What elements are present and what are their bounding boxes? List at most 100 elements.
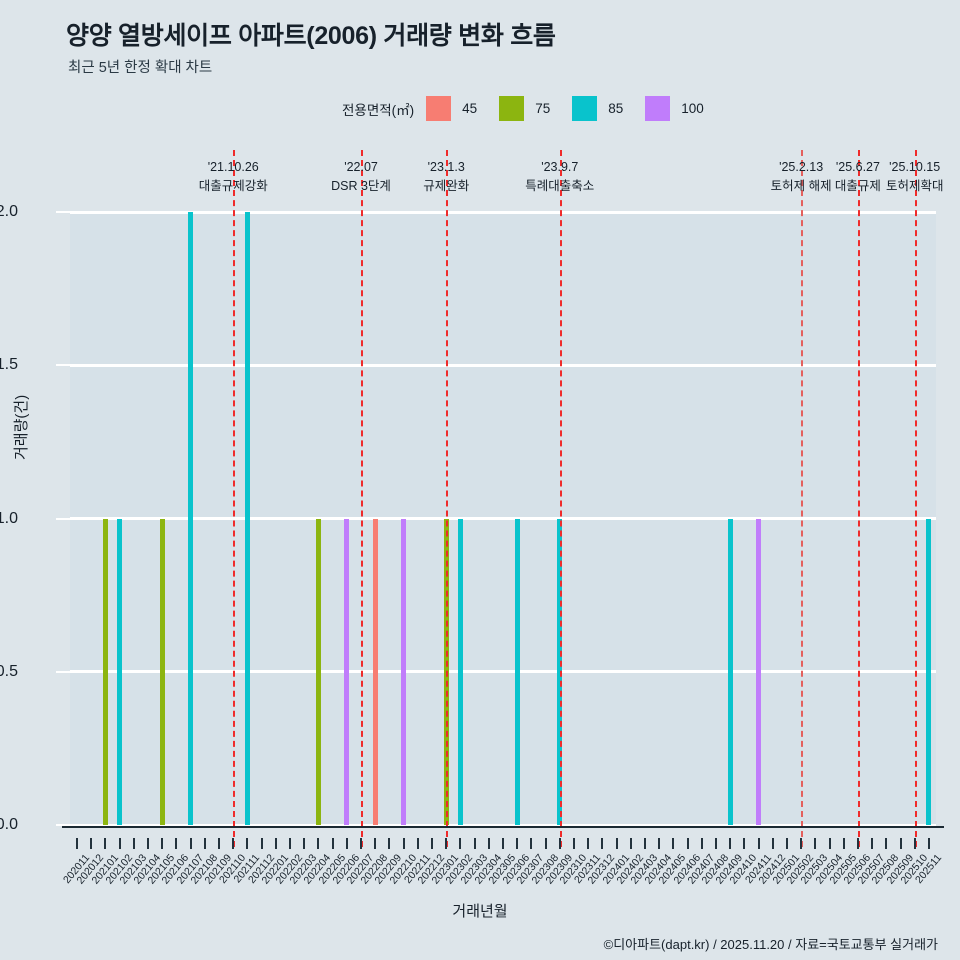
x-tick-mark (431, 838, 434, 849)
chart-legend: 전용면적(㎡) 45 75 85 100 (342, 96, 726, 121)
x-tick-mark (104, 838, 107, 849)
annotation-line (559, 150, 562, 847)
bar[interactable] (756, 518, 762, 825)
x-tick-mark (544, 838, 547, 849)
x-tick-mark (402, 838, 405, 849)
legend-label-45: 45 (462, 101, 478, 116)
annotation-label: '23.1.3 규제완화 (386, 158, 506, 196)
x-tick-mark (189, 838, 192, 849)
annotation-text: DSR 3단계 (331, 179, 391, 193)
y-tick-mark (56, 824, 70, 826)
x-tick-mark (672, 838, 675, 849)
bar[interactable] (159, 518, 165, 825)
x-tick-mark (714, 838, 717, 849)
annotation-date: '23.9.7 (541, 160, 579, 174)
x-tick-mark (445, 838, 448, 849)
footer-credit: ©디아파트(dapt.kr) / 2025.11.20 / 자료=국토교통부 실… (603, 937, 938, 952)
annotation-date: '23.1.3 (427, 160, 465, 174)
x-tick-mark (416, 838, 419, 849)
x-tick-mark (459, 838, 462, 849)
plot-area (56, 150, 936, 847)
annotation-text: 대출규제 (834, 179, 881, 193)
legend-item[interactable]: 45 (426, 96, 493, 121)
annotation-line (857, 150, 860, 847)
gridline (70, 823, 936, 827)
x-tick-mark (927, 838, 930, 849)
x-tick-mark (700, 838, 703, 849)
bar[interactable] (401, 518, 407, 825)
x-tick-mark (289, 838, 292, 849)
annotation-line (914, 150, 917, 847)
legend-item[interactable]: 85 (572, 96, 639, 121)
x-tick-mark (629, 838, 632, 849)
bar[interactable] (188, 212, 194, 825)
bar[interactable] (344, 518, 350, 825)
legend-swatch-75 (499, 96, 525, 121)
annotation-text: 토허제 해제 (770, 179, 832, 193)
y-tick-label: 0.5 (0, 662, 18, 680)
x-tick-mark (530, 838, 533, 849)
x-tick-mark (303, 838, 306, 849)
bar[interactable] (102, 518, 108, 825)
bar[interactable] (926, 518, 932, 825)
x-tick-mark (360, 838, 363, 849)
bar[interactable] (514, 518, 520, 825)
x-tick-mark (345, 838, 348, 849)
annotation-date: '25.2.13 (779, 160, 824, 174)
x-axis-line (62, 826, 944, 828)
x-tick-mark (317, 838, 320, 849)
bar[interactable] (244, 212, 250, 825)
x-axis-title: 거래년월 (452, 903, 508, 920)
annotation-label: '25.10.15 토허제확대 (855, 158, 960, 196)
bar[interactable] (457, 518, 463, 825)
annotation-text: 토허제확대 (885, 179, 944, 193)
x-tick-mark (615, 838, 618, 849)
annotation-text: 규제완화 (423, 179, 470, 193)
x-tick-mark (502, 838, 504, 849)
x-tick-mark (374, 838, 377, 849)
y-tick-mark (56, 211, 70, 213)
annotation-label: '23.9.7 특례대출축소 (500, 158, 620, 196)
x-tick-mark (686, 838, 689, 849)
x-tick-mark (785, 838, 788, 849)
y-axis-title: 거래량(건) (13, 394, 30, 460)
legend-swatch-85 (572, 96, 598, 121)
annotation-label: '25.2.13 토허제 해제 (741, 158, 861, 196)
bar[interactable] (372, 518, 378, 825)
x-tick-mark (161, 838, 164, 849)
annotation-line (361, 150, 364, 847)
x-tick-mark (203, 838, 206, 849)
page-title: 양양 열방세이프 아파트(2006) 거래량 변화 흐름 (66, 22, 556, 50)
x-tick-mark (558, 838, 561, 849)
x-tick-mark (601, 838, 604, 849)
bar[interactable] (117, 518, 123, 825)
x-tick-mark (828, 838, 831, 849)
annotation-date: '25.6.27 (835, 160, 880, 174)
legend-title: 전용면적(㎡) (342, 102, 415, 118)
legend-label-75: 75 (535, 101, 551, 116)
gridline (70, 517, 936, 520)
x-tick-mark (771, 838, 774, 849)
x-tick-mark (913, 838, 916, 849)
x-tick-mark (147, 838, 150, 849)
bar[interactable] (315, 518, 321, 825)
annotation-line (233, 150, 236, 847)
x-tick-mark (587, 838, 590, 849)
x-tick-mark (487, 838, 490, 849)
x-tick-mark (842, 838, 845, 849)
x-tick-mark (473, 838, 476, 849)
bar[interactable] (727, 518, 733, 825)
x-tick-mark (643, 838, 646, 849)
legend-item[interactable]: 75 (499, 96, 566, 121)
x-tick-mark (76, 838, 79, 849)
legend-item[interactable]: 100 (645, 96, 720, 121)
gridline (70, 670, 936, 674)
x-tick-mark (572, 838, 575, 849)
y-tick-mark (56, 364, 70, 367)
annotation-date: '22.07 (344, 160, 378, 174)
page-subtitle: 최근 5년 한정 확대 차트 (68, 60, 213, 76)
x-tick-mark (90, 838, 93, 849)
x-tick-mark (729, 838, 732, 849)
x-tick-mark (218, 838, 221, 849)
gridline (70, 363, 936, 367)
